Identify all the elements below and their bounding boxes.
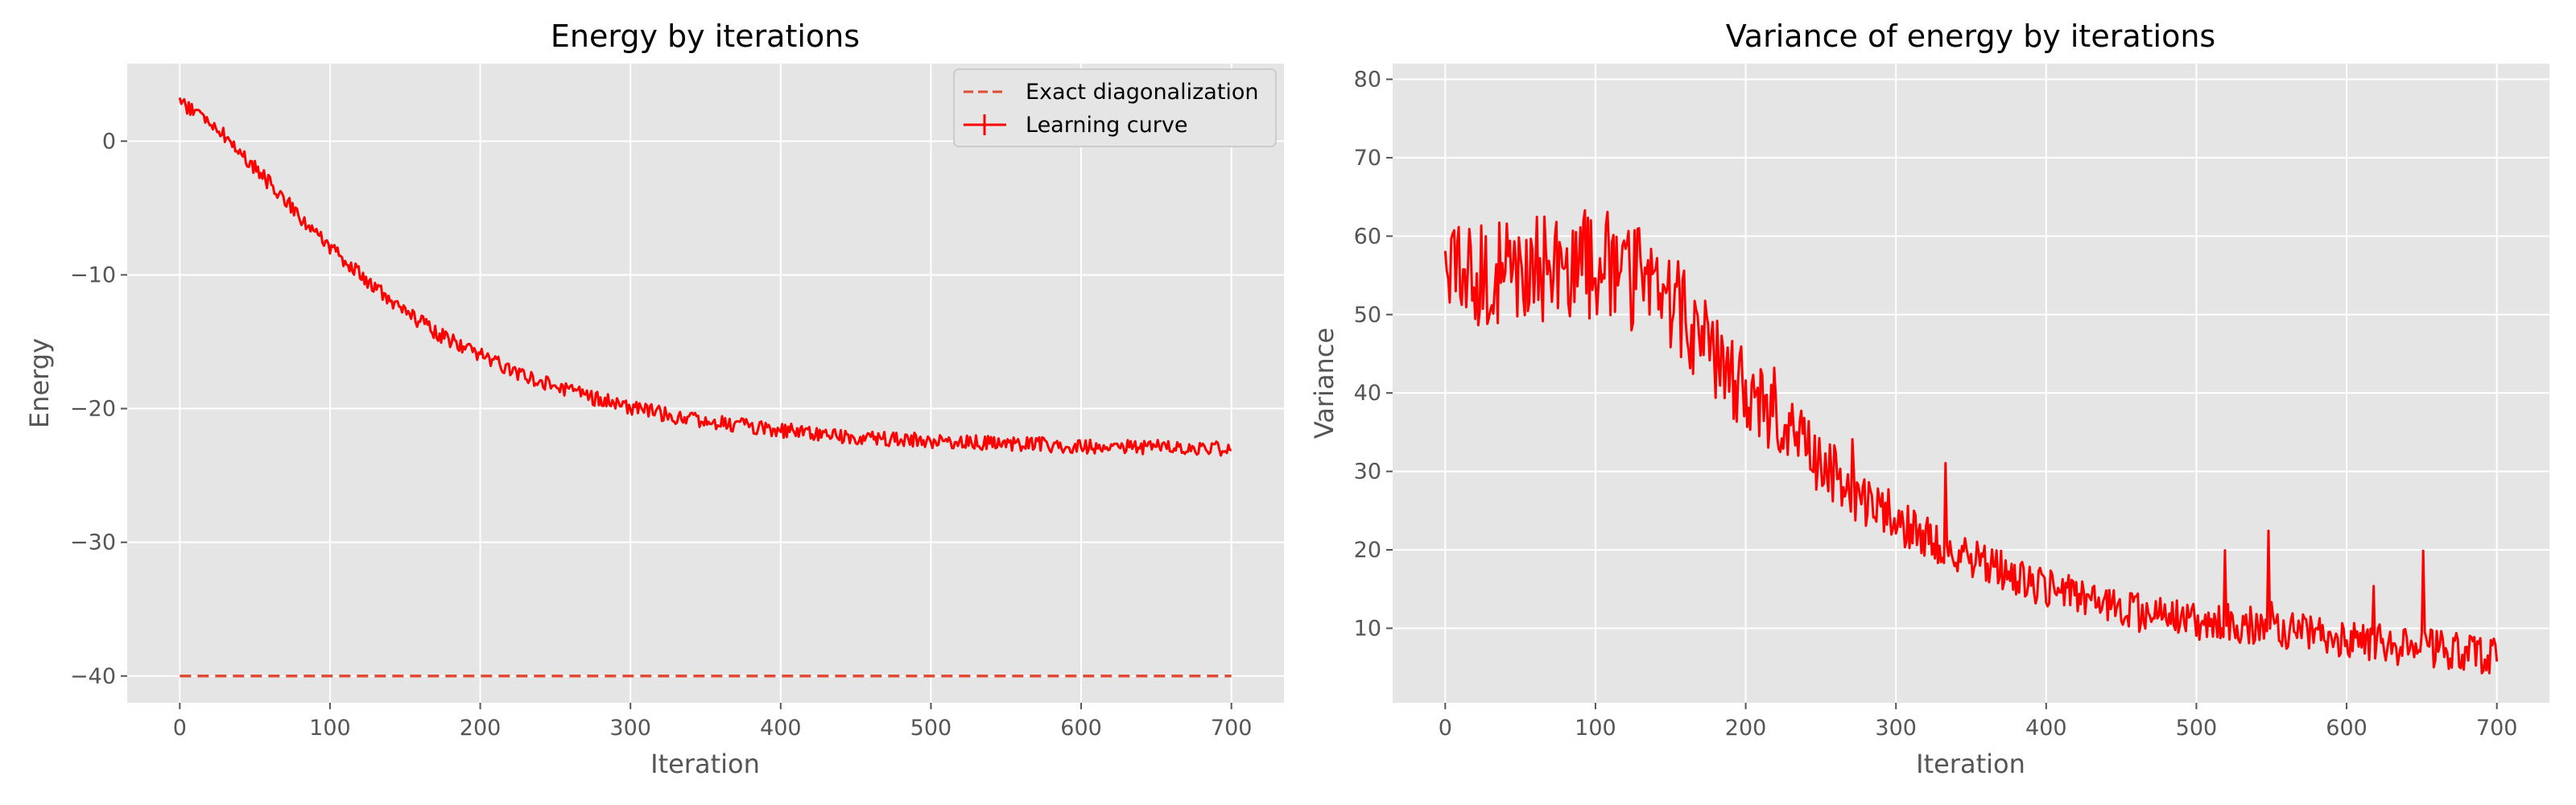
chart-title: Variance of energy by iterations (1726, 19, 2215, 54)
legend: Exact diagonalization Learning curve (953, 68, 1277, 147)
energy-chart: 0 100 200 300 400 500 600 700 0 −10 −20 −30 −40 Ener… (24, 19, 1284, 779)
chart-title: Energy by iterations (551, 19, 860, 54)
legend-label-learning-curve: Learning curve (1026, 113, 1187, 138)
x-tick-label: 0 (1439, 716, 1452, 741)
x-tick-label: 700 (1211, 716, 1253, 741)
y-tick-label: −10 (70, 262, 116, 287)
x-axis-label: Iteration (1916, 749, 2025, 779)
y-tick-label: −20 (70, 397, 116, 422)
x-tick-label: 600 (2326, 716, 2368, 741)
x-tick-label: 300 (609, 716, 651, 741)
x-tick-label: 100 (1575, 716, 1616, 741)
y-tick-label: 60 (1354, 224, 1381, 249)
x-tick-label: 200 (1725, 716, 1767, 741)
series-line-series-0 (1443, 208, 2499, 675)
y-tick-label: −30 (70, 530, 116, 555)
x-tick-label: 100 (309, 716, 351, 741)
y-axis-label: Energy (24, 338, 55, 428)
x-tick-label: 300 (1875, 716, 1917, 741)
plot-area (1393, 64, 2549, 703)
x-axis-label: Iteration (650, 749, 760, 779)
y-tick-label: 40 (1354, 381, 1381, 406)
x-tick-label: 400 (760, 716, 802, 741)
x-tick-label: 400 (2025, 716, 2067, 741)
x-tick-label: 0 (173, 716, 187, 741)
x-tick-label: 200 (460, 716, 502, 741)
y-tick-label: 20 (1354, 538, 1381, 563)
y-tick-label: −40 (70, 664, 116, 689)
legend-label-exact-diagonalization: Exact diagonalization (1026, 80, 1259, 105)
x-tick-label: 700 (2476, 716, 2518, 741)
y-tick-label: 80 (1354, 67, 1381, 92)
y-tick-label: 30 (1354, 460, 1381, 485)
x-tick-label: 500 (910, 716, 952, 741)
y-tick-label: 10 (1354, 616, 1381, 641)
variance-chart: 0 100 200 300 400 500 600 700 10 20 30 40 50 60 70 80 V… (1309, 19, 2549, 779)
plot-area (127, 64, 1284, 703)
y-tick-label: 0 (102, 129, 116, 154)
y-tick-label: 70 (1354, 146, 1381, 171)
legend-box (953, 68, 1277, 147)
x-tick-label: 500 (2176, 716, 2218, 741)
y-tick-label: 50 (1354, 303, 1381, 328)
series-line-learning-curve (178, 97, 1232, 457)
y-axis-label: Variance (1309, 328, 1340, 439)
x-tick-label: 600 (1060, 716, 1102, 741)
